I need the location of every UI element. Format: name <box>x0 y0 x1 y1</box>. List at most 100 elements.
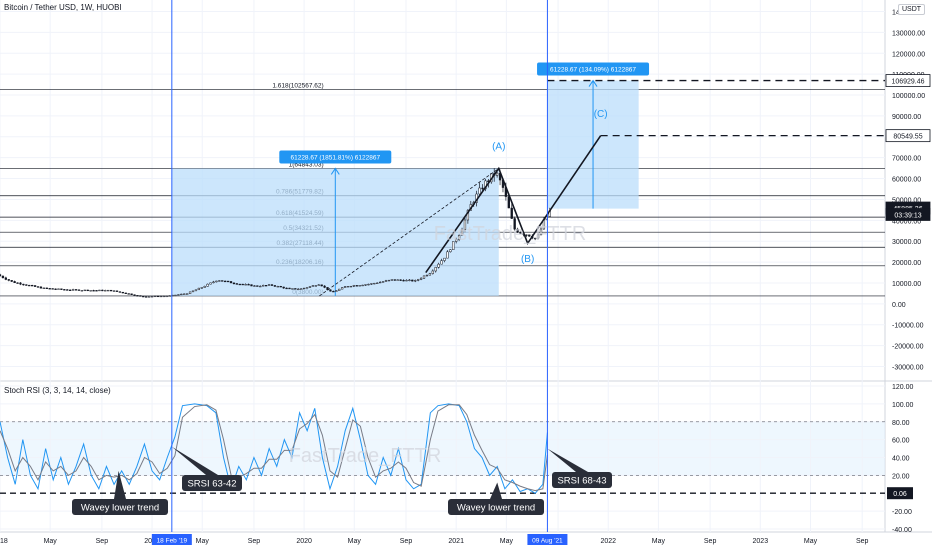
price-tick-label: 60000.00 <box>892 177 921 184</box>
candle-body <box>437 263 440 268</box>
candle-body <box>156 295 160 298</box>
candle-body <box>405 279 408 282</box>
trend-dashed-line[interactable] <box>319 168 499 297</box>
rsi-current-value: 0.06 <box>893 491 907 498</box>
candle-body <box>335 290 338 292</box>
time-tick-label: Sep <box>704 538 717 545</box>
candle-body <box>402 279 405 282</box>
candle-body <box>159 295 162 298</box>
candle-body <box>414 280 417 282</box>
callout-box[interactable] <box>182 475 242 491</box>
candle-body <box>51 288 54 290</box>
wave-label: (A) <box>492 142 505 153</box>
candle-body <box>28 284 31 287</box>
candle-body <box>1 275 5 279</box>
price-axis-marker <box>885 208 931 221</box>
time-tick-label: Sep <box>400 538 413 545</box>
candle-body <box>340 287 344 290</box>
candle-body <box>31 284 34 287</box>
candle-body <box>232 282 236 285</box>
candle-body <box>320 284 323 287</box>
currency-badge[interactable]: USDT <box>898 4 926 15</box>
time-tick-label: May <box>652 538 666 545</box>
candle-body <box>516 228 519 233</box>
candle-body <box>417 279 420 281</box>
candle-body <box>452 241 455 250</box>
candle-body <box>162 295 165 298</box>
candle-body <box>130 293 133 295</box>
candle-body <box>194 289 198 292</box>
price-tick-label: 70000.00 <box>892 156 921 163</box>
candle-body <box>422 275 426 279</box>
candle-body <box>510 207 513 219</box>
rsi-current-badge <box>887 487 913 500</box>
candle-body <box>387 279 391 282</box>
candle-body <box>83 289 86 292</box>
candle-body <box>74 289 78 291</box>
price-tick-label: 100000.00 <box>892 93 925 100</box>
elliott-wave-path[interactable] <box>425 135 602 273</box>
candle-body <box>294 288 297 290</box>
candle-body <box>203 286 206 288</box>
candle-body <box>235 283 239 285</box>
candle-body <box>513 218 516 230</box>
candle-body <box>455 239 458 242</box>
candle-body <box>188 291 192 294</box>
rsi-tick-label: -20.00 <box>892 509 912 516</box>
candle-body <box>317 284 320 286</box>
candle-body <box>373 282 376 285</box>
candle-body <box>45 287 48 289</box>
candle-body <box>224 280 227 283</box>
callout-pointer <box>171 446 218 475</box>
candle-body <box>533 237 537 240</box>
candle-body <box>361 284 364 287</box>
candle-body <box>25 284 28 286</box>
candle-body <box>259 285 262 288</box>
callout-box[interactable] <box>552 472 612 488</box>
candle-body <box>80 290 84 292</box>
callout-box[interactable] <box>72 499 168 515</box>
candle-body <box>0 274 2 277</box>
candle-body <box>54 288 57 290</box>
candle-body <box>270 284 274 286</box>
candle-body <box>431 270 434 274</box>
candle-body <box>136 295 139 297</box>
candle-body <box>66 289 69 291</box>
callout-text: SRSI 68-43 <box>557 476 606 487</box>
time-tick-label: 2023 <box>753 538 769 545</box>
candle-body <box>262 285 265 287</box>
candle-body <box>355 285 358 287</box>
candle-body <box>466 210 470 221</box>
candle-body <box>536 234 540 239</box>
candle-body <box>291 288 294 290</box>
price-axis-marker <box>885 74 931 87</box>
candle-body <box>349 285 353 288</box>
callout-pointer <box>114 470 126 499</box>
candle-body <box>121 291 124 294</box>
candle-body <box>147 296 151 298</box>
time-tick-label: 2022 <box>600 538 616 545</box>
candle-body <box>308 286 312 288</box>
candle-body <box>86 289 89 292</box>
candle-body <box>142 295 145 298</box>
candle-body <box>183 293 186 295</box>
callout-box[interactable] <box>448 499 544 515</box>
candle-body <box>311 285 315 287</box>
candle-body <box>4 277 7 280</box>
candle-body <box>133 294 136 296</box>
candle-body <box>247 284 250 286</box>
price-tick-label: 40000.00 <box>892 218 921 225</box>
candle-body <box>440 260 443 265</box>
candle-body <box>124 292 127 294</box>
candle-body <box>305 287 309 289</box>
candle-body <box>297 288 300 291</box>
rsi-tick-label: 100.00 <box>892 402 914 409</box>
price-range-arrowhead <box>588 79 598 87</box>
candle-body <box>19 282 22 285</box>
candle-body <box>399 279 402 281</box>
candle-body <box>115 290 119 292</box>
candle-body <box>446 251 449 259</box>
candle-body <box>244 284 247 286</box>
candle-body <box>16 282 19 284</box>
